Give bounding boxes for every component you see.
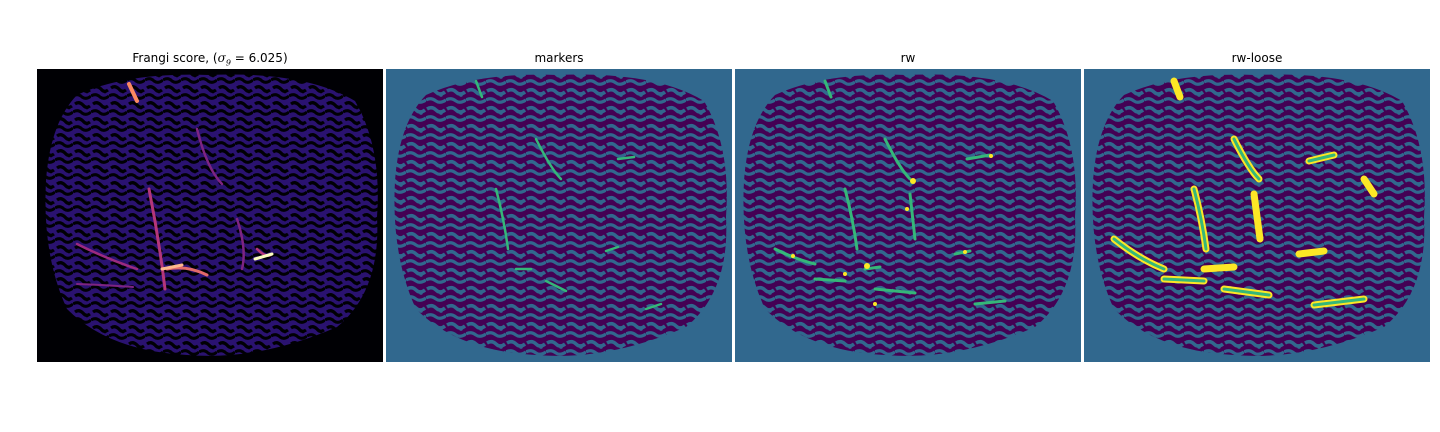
frangi-score-panel: Frangi score, (σ9 = 6.025) — [37, 50, 383, 362]
markers-panel: markers — [386, 50, 732, 362]
frangi-score-image — [37, 69, 383, 362]
rw-title: rw — [900, 51, 916, 65]
frangi-score-title: Frangi score, (σ9 = 6.025) — [132, 51, 288, 68]
markers-image — [386, 69, 732, 362]
rw-panel: rw — [735, 50, 1081, 362]
rw-loose-title: rw-loose — [1231, 51, 1283, 65]
rw-loose-image — [1084, 69, 1430, 362]
rw-loose-panel: rw-loose — [1084, 50, 1430, 362]
rw-image — [735, 69, 1081, 362]
markers-title: markers — [534, 51, 584, 65]
